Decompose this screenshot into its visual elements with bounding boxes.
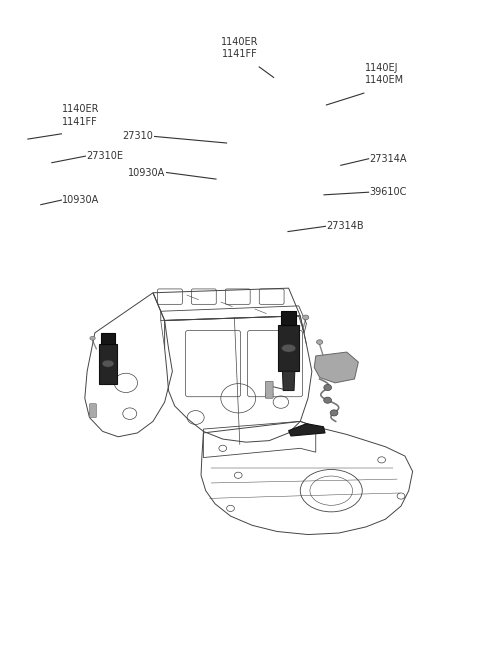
Ellipse shape <box>330 410 338 416</box>
Ellipse shape <box>102 360 114 367</box>
Text: 27310E: 27310E <box>86 151 123 161</box>
Ellipse shape <box>324 384 332 390</box>
Polygon shape <box>314 352 359 383</box>
Text: 27314A: 27314A <box>370 154 407 164</box>
Ellipse shape <box>89 411 96 417</box>
Ellipse shape <box>302 315 309 319</box>
FancyBboxPatch shape <box>265 381 273 398</box>
Text: 10930A: 10930A <box>62 195 100 205</box>
Polygon shape <box>101 333 115 344</box>
Polygon shape <box>282 371 295 390</box>
Text: 39610C: 39610C <box>370 187 407 197</box>
Text: 1140EJ
1140EM: 1140EJ 1140EM <box>365 63 404 85</box>
Polygon shape <box>99 344 117 384</box>
Ellipse shape <box>324 397 332 403</box>
Polygon shape <box>278 325 300 371</box>
Text: 10930A: 10930A <box>128 167 166 178</box>
Ellipse shape <box>90 337 95 340</box>
Polygon shape <box>281 311 296 325</box>
Ellipse shape <box>316 340 323 344</box>
Text: 1140ER
1141FF: 1140ER 1141FF <box>221 37 259 59</box>
Text: 27310: 27310 <box>123 131 154 142</box>
Ellipse shape <box>282 344 296 352</box>
FancyBboxPatch shape <box>89 403 96 417</box>
Ellipse shape <box>265 392 273 398</box>
Text: 1140ER
1141FF: 1140ER 1141FF <box>62 104 100 127</box>
Polygon shape <box>288 424 325 436</box>
Text: 27314B: 27314B <box>326 221 364 232</box>
